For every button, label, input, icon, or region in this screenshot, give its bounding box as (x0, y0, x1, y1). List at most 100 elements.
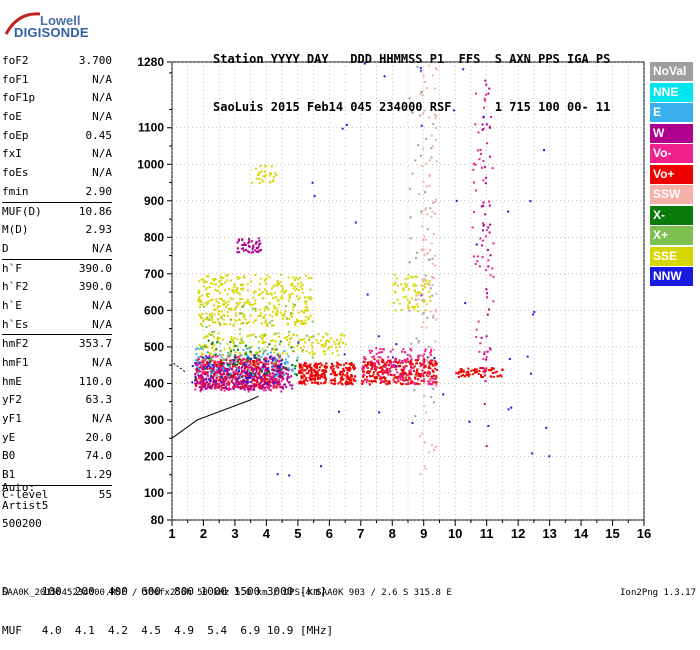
echo-point (264, 319, 267, 322)
echo-point (260, 377, 263, 380)
echo-point (305, 315, 308, 318)
echo-point (258, 358, 261, 361)
echo-point (408, 362, 411, 365)
muf-table: D 100 200 400 600 800 1000 1500 3000 [km… (2, 559, 333, 650)
echo-point (231, 360, 234, 363)
echo-point (229, 359, 232, 362)
echo-point (214, 384, 217, 387)
echo-point (215, 298, 218, 301)
echo-point (418, 193, 421, 196)
echo-point (384, 366, 387, 369)
echo-point (420, 379, 423, 382)
echo-point (222, 370, 225, 373)
echo-point (280, 295, 283, 298)
echo-point (432, 364, 435, 367)
echo-point (252, 376, 255, 379)
echo-point (275, 364, 278, 367)
echo-point (198, 313, 201, 316)
echo-point (207, 300, 210, 303)
echo-point (316, 378, 319, 381)
echo-point (218, 323, 221, 326)
echo-point (224, 369, 227, 372)
echo-point (381, 380, 384, 383)
echo-point (203, 367, 206, 370)
param-row: hmF1 N/A (2, 354, 112, 373)
echo-point (424, 364, 427, 367)
autoscaling-info: Auto: Artist5 500200 (2, 479, 48, 533)
echo-point (250, 353, 253, 356)
echo-point (408, 309, 411, 312)
echo-point (209, 366, 212, 369)
echo-point (419, 114, 422, 117)
x-tick-label: 16 (637, 526, 651, 541)
echo-point (375, 377, 378, 380)
echo-point (300, 364, 303, 367)
echo-point (277, 332, 280, 335)
echo-point (258, 240, 261, 243)
echo-point (330, 337, 333, 340)
echo-point (487, 92, 490, 95)
echo-point (231, 374, 234, 377)
echo-point (316, 363, 319, 366)
echo-point (479, 152, 482, 155)
echo-point (245, 376, 248, 379)
echo-point (375, 369, 378, 372)
echo-point (264, 380, 267, 383)
echo-point (313, 381, 316, 384)
echo-point (432, 401, 435, 404)
echo-point (422, 75, 425, 78)
echo-point (427, 380, 430, 383)
echo-point (402, 348, 405, 351)
echo-point (317, 374, 320, 377)
echo-point (209, 360, 212, 363)
echo-point (253, 372, 256, 375)
echo-point (330, 367, 333, 370)
echo-point (283, 383, 286, 386)
echo-point (289, 314, 292, 317)
echo-point (283, 291, 286, 294)
echo-point (346, 371, 349, 374)
echo-point (482, 127, 485, 130)
echo-point (306, 296, 309, 299)
echo-point (473, 369, 476, 372)
echo-point (213, 309, 216, 312)
echo-point (484, 99, 487, 102)
echo-point (377, 374, 380, 377)
param-label: hmE (2, 374, 22, 388)
echo-point (431, 210, 434, 213)
echo-point (382, 364, 385, 367)
echo-point (332, 365, 335, 368)
echo-point (476, 260, 479, 263)
echo-point (217, 336, 220, 339)
echo-point (482, 222, 485, 225)
param-value: 3.700 (78, 54, 112, 67)
echo-point (399, 372, 402, 375)
echo-point (310, 367, 313, 370)
echo-point (238, 312, 241, 315)
echo-point (238, 352, 241, 355)
echo-point (399, 382, 402, 385)
echo-point (266, 362, 269, 365)
echo-point (287, 276, 290, 279)
echo-point (365, 365, 368, 368)
echo-point (307, 277, 310, 280)
echo-point (228, 347, 231, 350)
echo-point (222, 378, 225, 381)
echo-point (495, 370, 498, 373)
echo-point (434, 362, 437, 365)
echo-point (482, 160, 485, 163)
echo-point (242, 243, 245, 246)
echo-point (377, 360, 380, 363)
auto-label: Auto: (2, 481, 36, 494)
echo-point (255, 319, 258, 322)
echo-point (322, 346, 325, 349)
echo-point (254, 384, 257, 387)
echo-point (281, 290, 284, 293)
echo-point (314, 377, 317, 380)
echo-point (478, 158, 481, 161)
echo-point (216, 341, 219, 344)
echo-point (246, 362, 249, 365)
echo-point (325, 370, 328, 373)
param-row: D N/A (2, 240, 112, 259)
echo-point (479, 237, 482, 240)
